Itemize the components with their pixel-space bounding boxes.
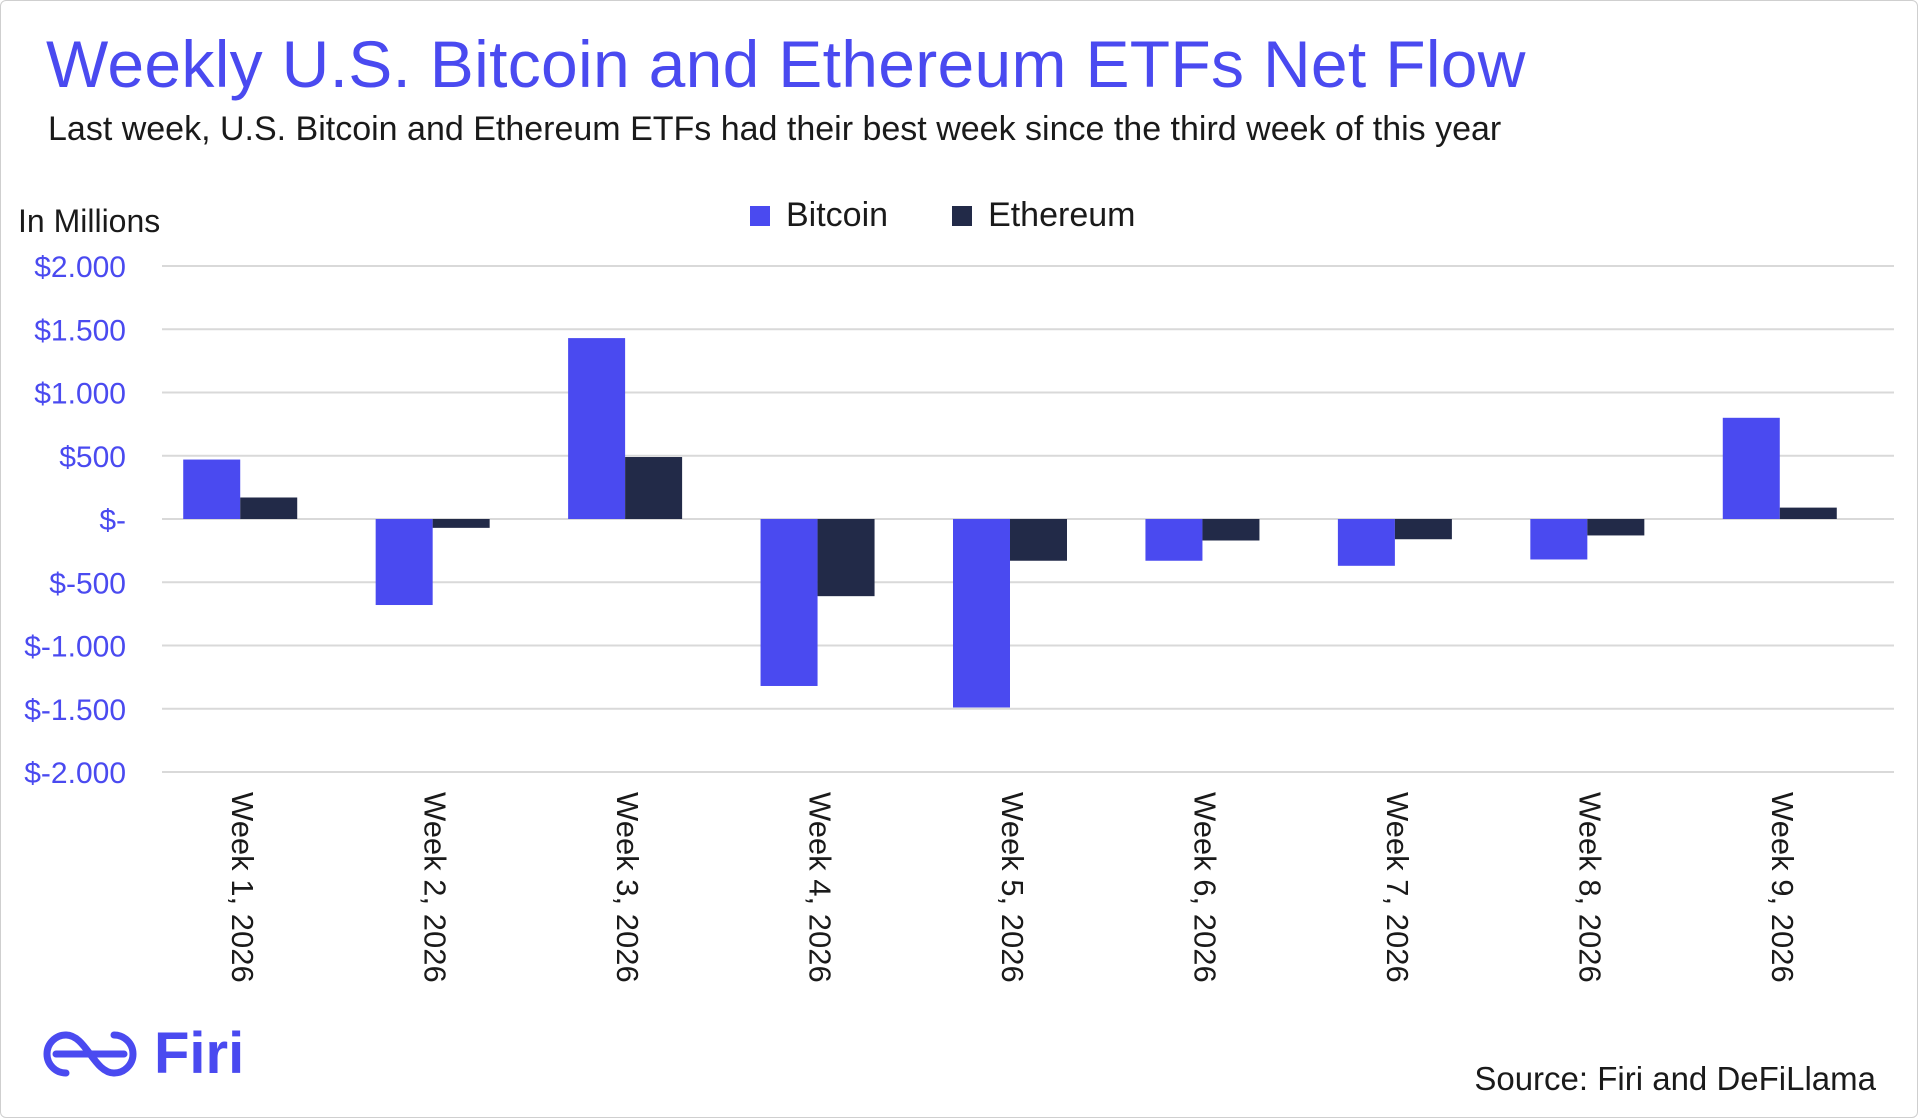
bar-bitcoin (375, 519, 433, 606)
y-tick-label: $2.000 (34, 251, 126, 284)
legend-label-ethereum: Ethereum (988, 196, 1136, 234)
bar-bitcoin (760, 519, 818, 686)
source-note: Source: Firi and DeFiLlama (1474, 1060, 1876, 1097)
logo-text: Firi (154, 1021, 245, 1086)
y-tick-label: $-1.500 (24, 694, 126, 727)
bar-ethereum (817, 519, 875, 597)
bar-ethereum (1779, 507, 1837, 519)
firi-logo-icon (43, 1031, 137, 1076)
legend-label-bitcoin: Bitcoin (786, 196, 889, 234)
x-tick-label: Week 8, 2026 (1572, 792, 1607, 983)
chart-title: Weekly U.S. Bitcoin and Ethereum ETFs Ne… (46, 27, 1526, 101)
bar-ethereum (1010, 519, 1067, 561)
x-tick-label: Week 4, 2026 (803, 792, 838, 983)
y-tick-label: $- (99, 504, 126, 537)
bar-bitcoin (1337, 519, 1395, 566)
x-tick-label: Week 7, 2026 (1380, 792, 1415, 983)
y-axis-unit-label: In Millions (18, 203, 161, 239)
firi-logo: Firi (36, 1020, 244, 1087)
bar-ethereum (432, 519, 490, 528)
legend-item-ethereum: Ethereum (952, 196, 1135, 235)
bar-bitcoin (1722, 417, 1780, 519)
bar-bitcoin (1530, 519, 1588, 560)
bar-ethereum (1394, 519, 1452, 540)
bar-bitcoin (953, 519, 1010, 708)
x-tick-label: Week 5, 2026 (995, 792, 1030, 983)
bar-bitcoin (183, 459, 241, 519)
legend-swatch-ethereum (952, 205, 973, 226)
bar-ethereum (625, 457, 683, 519)
y-tick-label: $500 (59, 441, 126, 474)
x-tick-label: Week 2, 2026 (418, 792, 453, 983)
y-tick-label: $-500 (49, 567, 126, 600)
legend: Bitcoin Ethereum (750, 196, 1199, 235)
legend-item-bitcoin: Bitcoin (750, 196, 888, 235)
y-tick-label: $-2.000 (24, 757, 126, 790)
bar-ethereum (1587, 519, 1645, 536)
legend-swatch-bitcoin (750, 205, 770, 226)
bar-bitcoin (1145, 519, 1203, 561)
chart-subtitle: Last week, U.S. Bitcoin and Ethereum ETF… (48, 110, 1502, 148)
bar-ethereum (240, 497, 298, 519)
x-tick-label: Week 3, 2026 (610, 792, 645, 983)
y-tick-label: $1.000 (34, 378, 126, 411)
y-tick-label: $-1.000 (24, 631, 126, 664)
bar-bitcoin (568, 338, 626, 519)
x-tick-label: Week 9, 2026 (1765, 792, 1800, 983)
bar-ethereum (1202, 519, 1260, 541)
y-tick-label: $1.500 (34, 314, 126, 347)
x-tick-label: Week 6, 2026 (1187, 792, 1222, 983)
x-tick-label: Week 1, 2026 (225, 792, 260, 983)
